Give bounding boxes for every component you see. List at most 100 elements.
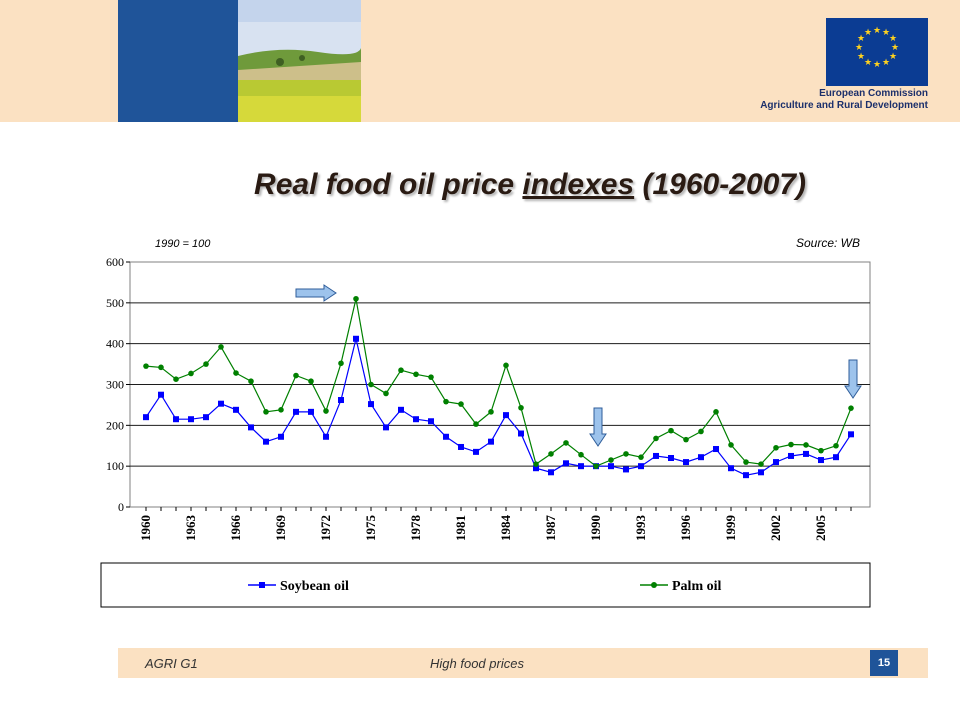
- data-point-palm-oil: [848, 405, 854, 411]
- data-point-soybean-oil: [728, 465, 734, 472]
- data-point-palm-oil: [548, 451, 554, 457]
- data-point-palm-oil: [383, 390, 389, 397]
- x-tick-label: 1999: [723, 515, 738, 542]
- footer-topic: High food prices: [430, 656, 524, 671]
- data-point-palm-oil: [188, 370, 194, 377]
- data-point-palm-oil: [443, 398, 449, 405]
- data-point-palm-oil: [653, 435, 659, 442]
- x-tick-label: 1984: [498, 515, 513, 542]
- y-tick-label: 400: [106, 337, 124, 351]
- data-point-palm-oil: [743, 459, 749, 465]
- arrow-right-1974: [295, 284, 337, 302]
- x-tick-label: 1978: [408, 515, 423, 542]
- data-point-soybean-oil: [533, 465, 539, 472]
- data-point-palm-oil: [803, 442, 809, 448]
- data-point-soybean-oil: [323, 433, 329, 440]
- data-point-soybean-oil: [818, 457, 824, 464]
- org-name: European Commission: [819, 88, 928, 99]
- data-point-soybean-oil: [203, 414, 209, 421]
- x-tick-label: 1981: [453, 515, 468, 541]
- x-tick-label: 1969: [273, 515, 288, 542]
- svg-text:★: ★: [889, 34, 897, 44]
- data-point-palm-oil: [773, 444, 779, 451]
- data-point-soybean-oil: [623, 466, 629, 473]
- legend-box: [100, 562, 871, 608]
- data-point-palm-oil: [578, 451, 584, 458]
- x-tick-label: 1990: [588, 515, 603, 541]
- data-point-soybean-oil: [353, 335, 359, 342]
- data-point-palm-oil: [368, 381, 374, 388]
- data-point-soybean-oil: [638, 463, 644, 470]
- data-point-soybean-oil: [413, 416, 419, 423]
- data-point-soybean-oil: [578, 463, 584, 470]
- data-point-soybean-oil: [488, 438, 494, 445]
- data-point-soybean-oil: [503, 412, 509, 419]
- data-point-soybean-oil: [833, 454, 839, 461]
- data-point-soybean-oil: [263, 438, 269, 445]
- data-point-palm-oil: [263, 409, 269, 415]
- data-point-palm-oil: [563, 440, 569, 446]
- data-point-soybean-oil: [743, 472, 749, 479]
- data-point-soybean-oil: [443, 433, 449, 440]
- data-point-soybean-oil: [398, 406, 404, 413]
- data-point-palm-oil: [428, 374, 434, 380]
- data-point-soybean-oil: [308, 408, 314, 415]
- data-point-soybean-oil: [668, 455, 674, 461]
- data-point-soybean-oil: [773, 459, 779, 466]
- data-point-palm-oil: [158, 364, 164, 371]
- y-tick-label: 300: [106, 378, 124, 392]
- x-tick-label: 1987: [543, 515, 558, 542]
- x-tick-label: 1963: [183, 515, 198, 542]
- data-point-palm-oil: [668, 427, 674, 434]
- data-point-palm-oil: [398, 367, 404, 374]
- data-point-palm-oil: [323, 408, 329, 414]
- x-tick-label: 1993: [633, 515, 648, 542]
- data-point-soybean-oil: [548, 469, 554, 476]
- org-department: Agriculture and Rural Development: [760, 100, 928, 111]
- data-point-soybean-oil: [563, 460, 569, 467]
- y-tick-label: 100: [106, 459, 124, 473]
- data-point-soybean-oil: [653, 452, 659, 459]
- title-part-2: indexes: [522, 168, 635, 201]
- data-point-soybean-oil: [293, 408, 299, 415]
- data-point-soybean-oil: [683, 459, 689, 466]
- svg-text:★: ★: [882, 28, 890, 38]
- data-point-palm-oil: [278, 407, 284, 413]
- data-point-palm-oil: [488, 409, 494, 415]
- title-part-1: Real food oil price: [254, 168, 523, 201]
- slide-title: Real food oil price indexes (1960-2007): [0, 168, 960, 202]
- legend-swatch-marker: [259, 582, 265, 588]
- data-point-soybean-oil: [143, 414, 149, 421]
- data-point-soybean-oil: [158, 391, 164, 398]
- data-point-palm-oil: [818, 447, 824, 454]
- svg-text:★: ★: [889, 52, 897, 62]
- data-point-palm-oil: [608, 457, 614, 463]
- data-point-palm-oil: [593, 463, 599, 469]
- svg-text:★: ★: [857, 52, 865, 62]
- series-line-palm-oil: [145, 298, 852, 467]
- data-point-palm-oil: [233, 370, 239, 376]
- legend-label: Palm oil: [672, 579, 721, 594]
- data-point-palm-oil: [833, 442, 839, 449]
- svg-text:★: ★: [891, 43, 899, 53]
- x-tick-label: 2002: [768, 515, 783, 541]
- data-point-palm-oil: [173, 376, 179, 382]
- footer-bar: [118, 648, 928, 678]
- data-point-palm-oil: [203, 361, 209, 367]
- data-point-soybean-oil: [848, 431, 854, 438]
- data-point-soybean-oil: [758, 469, 764, 476]
- x-tick-label: 1966: [228, 515, 243, 542]
- data-point-palm-oil: [638, 454, 644, 460]
- data-point-palm-oil: [518, 404, 524, 411]
- data-point-palm-oil: [353, 295, 359, 302]
- data-point-soybean-oil: [338, 397, 344, 404]
- data-point-soybean-oil: [233, 406, 239, 413]
- data-point-palm-oil: [308, 378, 314, 385]
- data-point-palm-oil: [683, 436, 689, 443]
- page-number: 15: [870, 650, 898, 676]
- svg-text:★: ★: [882, 58, 890, 68]
- data-point-soybean-oil: [248, 424, 254, 431]
- source-note: Source: WB: [796, 236, 860, 250]
- data-point-soybean-oil: [278, 433, 284, 440]
- eu-flag-logo: ★ ★★ ★★★ ★★★ ★★★: [826, 18, 928, 86]
